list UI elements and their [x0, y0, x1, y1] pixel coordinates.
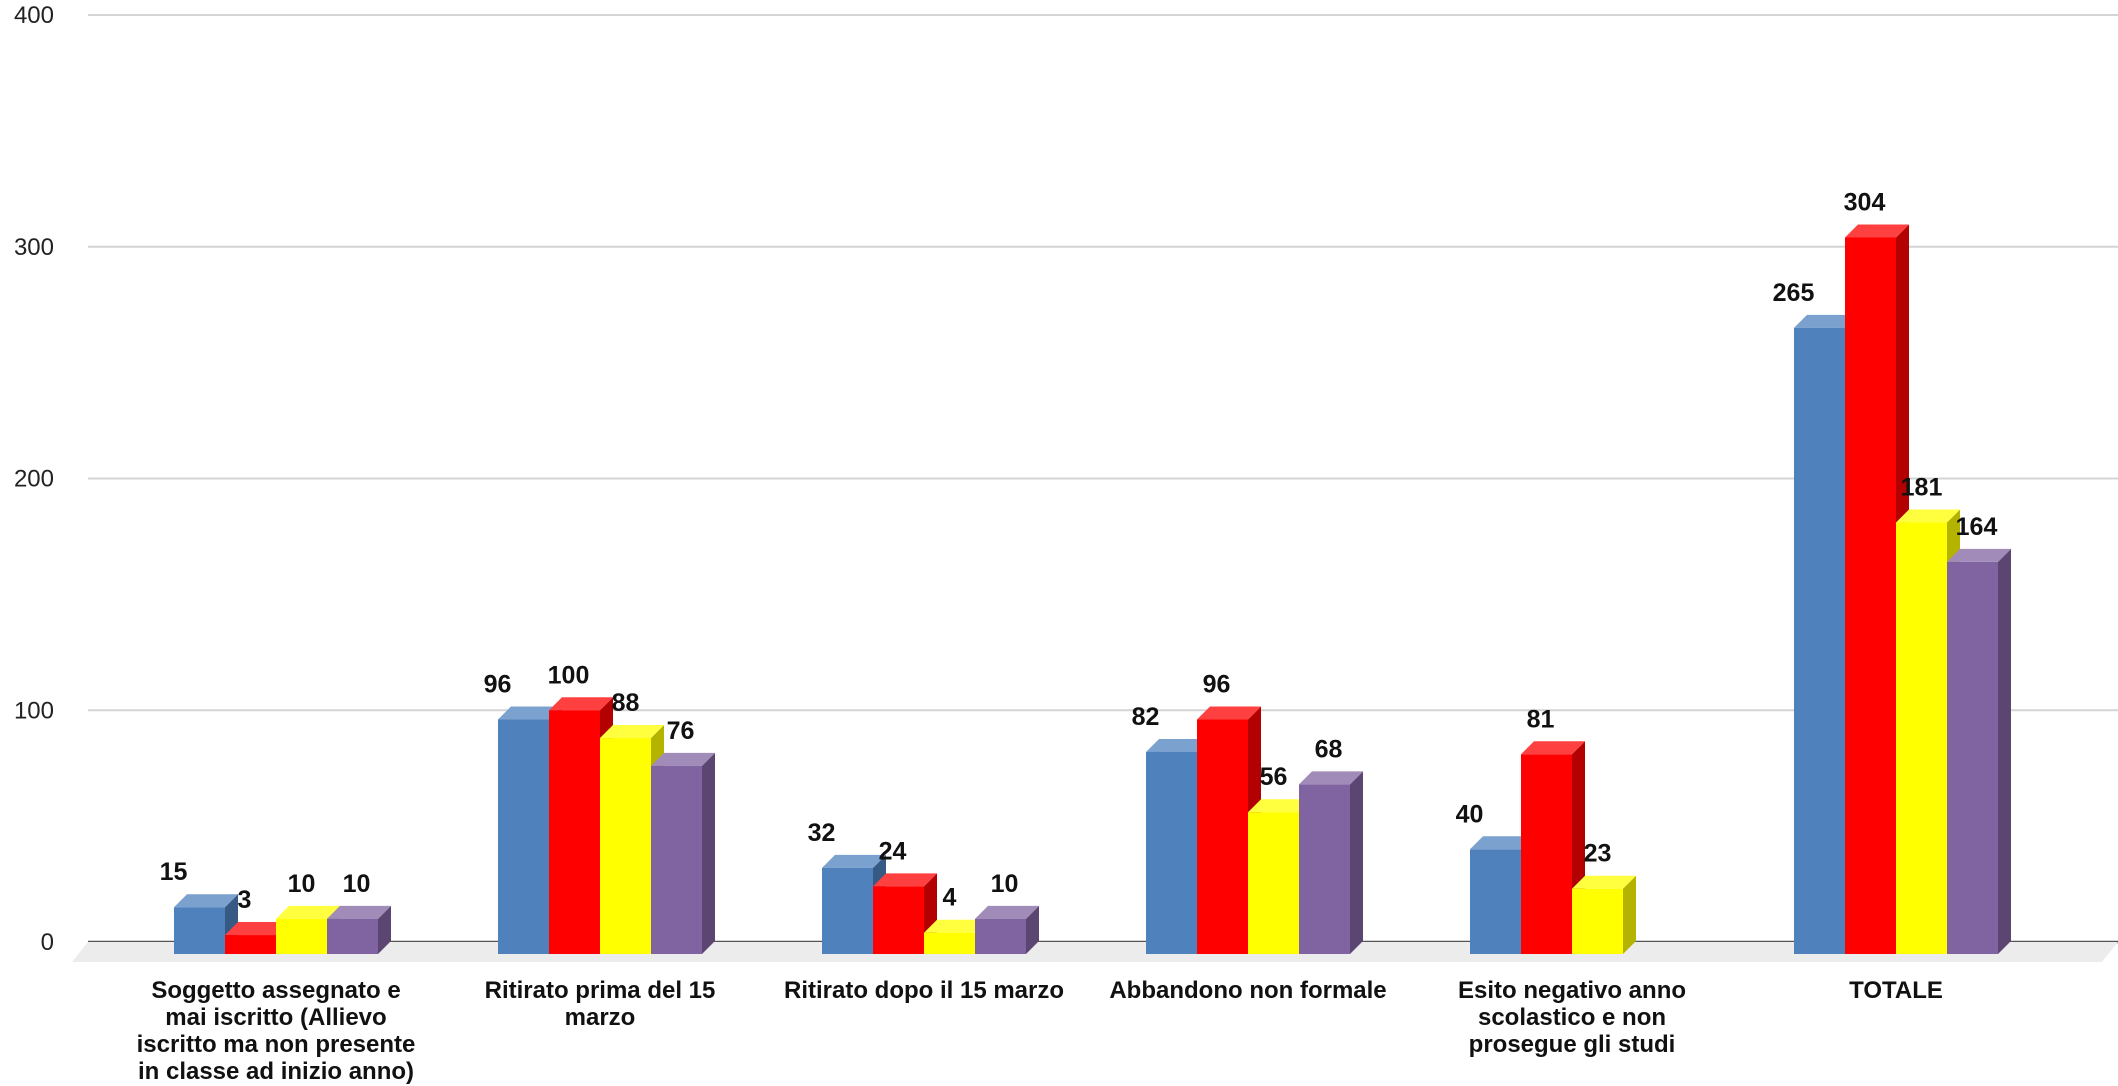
data-label: 4	[943, 884, 957, 912]
bar-front	[822, 867, 873, 954]
bar-top	[1146, 738, 1210, 752]
bar-front	[1197, 719, 1248, 954]
bar-top	[1896, 509, 1960, 523]
bar-front	[276, 918, 327, 954]
data-label: 32	[808, 819, 836, 847]
bar-top	[924, 919, 988, 933]
bar-front	[1521, 754, 1572, 954]
bar-side	[1350, 771, 1363, 954]
data-label: 15	[160, 858, 188, 886]
bar	[498, 706, 562, 954]
category-label: Soggetto assegnato e mai iscritto (Alliev…	[137, 977, 416, 1085]
bar-front	[651, 765, 702, 954]
data-label: 3	[238, 886, 252, 914]
bar-front	[600, 738, 651, 954]
data-label: 164	[1956, 513, 1998, 541]
category-label: Abbandono non formale	[1109, 977, 1386, 1004]
bar-top	[822, 854, 886, 868]
data-label: 265	[1773, 279, 1815, 307]
bar-top	[549, 697, 613, 711]
bar-side	[378, 905, 391, 954]
bar-front	[174, 907, 225, 954]
bar-front	[549, 710, 600, 954]
data-label: 88	[612, 689, 640, 717]
data-label: 96	[1203, 671, 1231, 699]
bar-top	[174, 894, 238, 908]
data-label: 10	[288, 870, 316, 898]
bar	[174, 894, 238, 954]
y-tick-label: 0	[41, 929, 54, 956]
bar-front	[1299, 784, 1350, 954]
bar-top	[1470, 836, 1534, 850]
category-labels: Soggetto assegnato e mai iscritto (Alliev…	[137, 977, 1943, 1085]
y-tick-label: 100	[14, 697, 54, 724]
category-label: Esito negativo anno scolastico e non prose…	[1458, 977, 1686, 1058]
bar-front	[1947, 561, 1998, 954]
bar-front	[225, 935, 276, 954]
bar-front	[1794, 327, 1845, 954]
bar-top	[1794, 314, 1858, 328]
bar-front	[1572, 888, 1623, 954]
bar	[975, 905, 1039, 954]
bar-side	[702, 752, 715, 954]
data-label: 40	[1456, 800, 1484, 828]
data-label: 56	[1260, 763, 1288, 791]
category-label: Ritirato dopo il 15 marzo	[784, 977, 1064, 1004]
data-label: 24	[879, 837, 907, 865]
bar-front	[1845, 237, 1896, 955]
data-label: 96	[484, 671, 512, 699]
bar	[1299, 771, 1363, 954]
data-label: 10	[991, 870, 1019, 898]
category-label: Ritirato prima del 15 marzo	[485, 977, 716, 1031]
bar-top	[873, 873, 937, 887]
data-label: 81	[1527, 705, 1555, 733]
bar-front	[1896, 522, 1947, 954]
y-tick-label: 300	[14, 234, 54, 261]
bar-front	[1470, 849, 1521, 954]
bar-top	[276, 905, 340, 919]
y-tick-label: 200	[14, 466, 54, 493]
bar-top	[327, 905, 391, 919]
bar-top	[1197, 706, 1261, 720]
data-label: 76	[667, 717, 695, 745]
bar-top	[225, 922, 289, 936]
data-labels: 15 3 10 10 96 100 88 76 32 24 4 10 82 96 56 68 40 81 23 265…	[160, 188, 1998, 914]
bar	[651, 752, 715, 954]
bar-top	[1521, 741, 1585, 755]
bar-front	[873, 886, 924, 954]
category-label: TOTALE	[1849, 977, 1943, 1004]
data-label: 304	[1844, 188, 1886, 216]
data-label: 82	[1132, 703, 1160, 731]
bar-side	[1623, 875, 1636, 954]
y-tick-label: 400	[14, 2, 54, 29]
data-label: 181	[1901, 474, 1943, 502]
bar-top	[1572, 875, 1636, 889]
data-label: 23	[1584, 840, 1612, 868]
bar-side	[1998, 548, 2011, 954]
bar-top	[498, 706, 562, 720]
bar-front	[327, 918, 378, 954]
bars	[174, 224, 2011, 955]
bar-top	[651, 752, 715, 766]
bar-top	[1947, 548, 2011, 562]
bar-top	[975, 905, 1039, 919]
bar-front	[498, 719, 549, 954]
bar-top	[600, 725, 664, 739]
bar-front	[975, 918, 1026, 954]
bar	[327, 905, 391, 954]
data-label: 68	[1315, 735, 1343, 763]
data-label: 100	[548, 661, 590, 689]
bar	[1947, 548, 2011, 954]
bar-front	[924, 932, 975, 954]
bar-front	[1248, 812, 1299, 954]
bar-top	[1299, 771, 1363, 785]
bar-front	[1146, 751, 1197, 954]
y-axis-ticks: 0 100 200 300 400	[14, 2, 54, 956]
bar-side	[1026, 905, 1039, 954]
bar-top	[1845, 224, 1909, 238]
bar-top	[1248, 799, 1312, 813]
bar	[1572, 875, 1636, 954]
data-label: 10	[343, 870, 371, 898]
